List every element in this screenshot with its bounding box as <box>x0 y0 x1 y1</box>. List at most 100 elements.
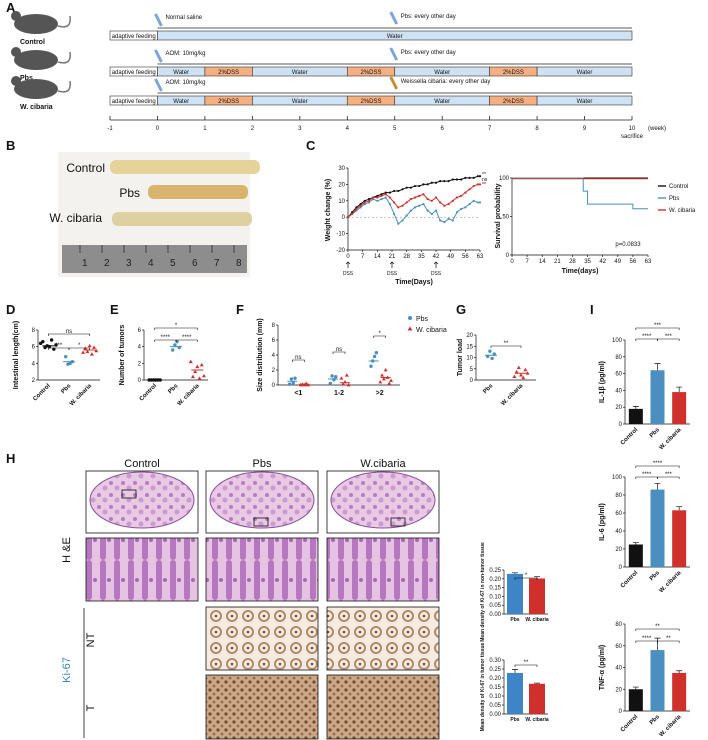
surv-legend-label: Control <box>669 184 688 190</box>
weight-end-sig: ** <box>482 182 486 188</box>
IL1b-error-bar <box>676 386 683 393</box>
ruler-tick-label: 3 <box>126 258 132 269</box>
weight-point <box>426 209 429 212</box>
IL6-error-bar <box>654 482 661 490</box>
weight-point <box>363 201 366 204</box>
G-y-tick-label: 15 <box>466 344 473 350</box>
weight-point <box>451 219 454 222</box>
row-label-ki67: Ki-67 <box>61 657 73 683</box>
F-point <box>389 378 394 382</box>
D-y-tick-label: 8 <box>32 328 36 334</box>
H-T-y-tick-label: 0.00 <box>489 712 501 718</box>
weight-x-tick-label: 0 <box>346 254 350 260</box>
D-point <box>63 354 68 359</box>
H-NT-y-tick-label: 0.10 <box>489 594 501 600</box>
mouse-icon <box>11 47 71 70</box>
weight-y-tick-label: 10 <box>338 199 345 205</box>
panel-letter-G: G <box>456 302 466 317</box>
TNFa-bar <box>650 650 665 711</box>
E-y-tick-label: 4 <box>138 345 142 351</box>
G-point <box>521 375 526 380</box>
weight-point <box>472 184 475 188</box>
TNFa-error-bar <box>632 686 639 690</box>
weight-x-tick-label: 56 <box>462 254 469 260</box>
IL6-y-tick-label: 0 <box>619 565 623 571</box>
week-tick-label: 1 <box>203 126 207 132</box>
TNFa-sig-label: ** <box>666 636 671 642</box>
F-sig-label: ns <box>336 347 342 353</box>
weight-point <box>367 199 371 202</box>
colon-tissue <box>110 160 260 174</box>
segment-label: Water <box>387 34 403 40</box>
weight-point <box>380 194 383 197</box>
IL6-category-label: Control <box>620 570 640 590</box>
D-point <box>52 347 56 351</box>
surv-x-tick-label: 56 <box>630 259 637 265</box>
gavage-label: Pbs: every other day <box>401 14 456 20</box>
E-category-label: Control <box>139 383 159 403</box>
F-point <box>287 382 292 386</box>
IL1b-y-label: IL-1β (pg/ml) <box>599 361 606 403</box>
H-NT-category-label: Pbs <box>510 617 519 623</box>
H-T-sig-bar <box>514 664 538 667</box>
TNFa-sig-label: ** <box>655 624 660 630</box>
E-category-label: W. cibaria <box>177 383 202 408</box>
colon-label: W. cibaria <box>49 211 102 225</box>
H-T-sig-label: ** <box>524 660 529 666</box>
he-tissue <box>209 471 315 529</box>
weight-point <box>413 196 417 199</box>
injection-label: Normal saline <box>165 15 202 21</box>
F-point <box>372 354 377 359</box>
weight-point <box>447 202 450 206</box>
panel-letter-I: I <box>590 302 594 317</box>
weight-y-tick-label: -10 <box>336 232 345 238</box>
segment-label: Water <box>577 99 593 105</box>
F-sig-bar <box>332 351 346 354</box>
H-NT-error-bar <box>512 572 518 574</box>
D-category-label: Pbs <box>60 383 72 395</box>
H-T-y-tick-label: 0.05 <box>489 703 501 709</box>
segment-label: adaptive feeding <box>112 34 156 40</box>
TNFa-category-label: Control <box>620 714 640 734</box>
H-T-bar <box>529 683 545 714</box>
segment-label: Water <box>292 70 308 76</box>
segment-label: 2%DSS <box>360 70 381 76</box>
ki67-t-panel <box>326 674 440 740</box>
weight-point <box>359 206 362 209</box>
ruler-tick-label: 4 <box>148 258 154 269</box>
F-category-label: <1 <box>294 390 302 397</box>
H-T-category-label: W. cibaria <box>525 717 549 723</box>
IL6-category-label: W. cibaria <box>659 570 684 595</box>
F-y-tick-label: 2 <box>272 368 276 374</box>
segment-label: Water <box>434 99 450 105</box>
F-sig-bar <box>292 359 305 362</box>
weight-point <box>359 202 362 206</box>
D-point <box>89 352 94 356</box>
E-point <box>173 343 177 347</box>
IL1b-y-tick-label: 80 <box>615 355 622 361</box>
surv-x-label: Time(days) <box>562 268 599 275</box>
colon-label: Pbs <box>119 186 140 200</box>
D-point <box>81 350 86 354</box>
G-point <box>490 356 494 361</box>
F-point <box>293 376 297 380</box>
F-point <box>369 364 373 368</box>
weight-y-label: Weight change (%) <box>325 179 332 241</box>
weight-point <box>464 176 467 179</box>
weight-point <box>376 196 379 199</box>
IL1b-y-tick-label: 60 <box>615 372 622 378</box>
F-y-tick-label: 4 <box>272 353 276 359</box>
G-category-label: W. cibaria <box>500 383 525 408</box>
TNFa-bar <box>672 672 687 711</box>
D-sig-bar <box>68 347 90 350</box>
IL6-category-label: Pbs <box>649 570 661 582</box>
F-point <box>387 381 392 385</box>
ruler <box>62 245 247 273</box>
E-point <box>193 369 198 374</box>
F-y-tick-label: 0 <box>272 383 276 389</box>
surv-x-tick-label: 42 <box>599 259 606 265</box>
H-T-error-bar <box>512 669 518 673</box>
E-sig-bar <box>175 339 198 342</box>
IL1b-category-label: Control <box>620 427 640 447</box>
group-label: Pbs <box>20 75 33 82</box>
